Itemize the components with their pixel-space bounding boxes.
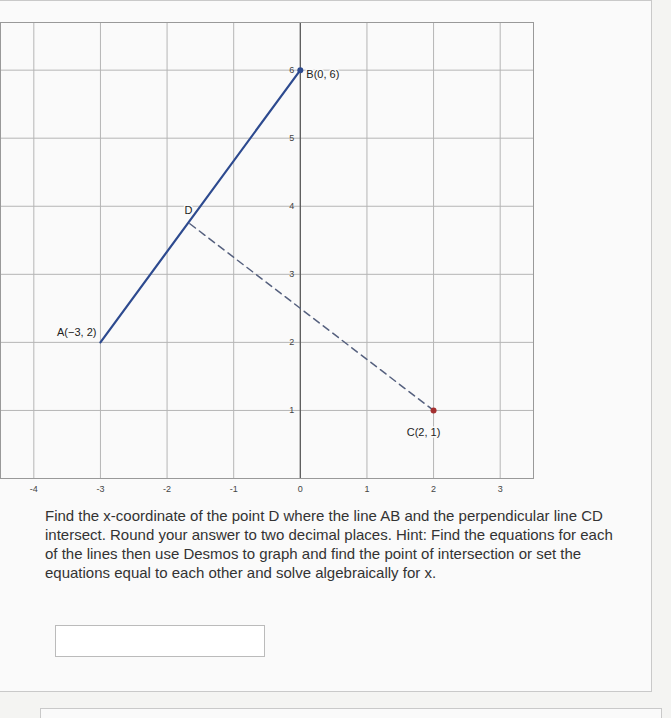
svg-text:B(0, 6): B(0, 6) <box>306 68 339 80</box>
svg-text:D: D <box>184 204 192 216</box>
svg-text:A(−3, 2): A(−3, 2) <box>57 326 96 338</box>
svg-text:-3: -3 <box>96 484 104 494</box>
svg-text:3: 3 <box>289 269 294 279</box>
svg-text:C(2, 1): C(2, 1) <box>407 426 441 438</box>
svg-text:-4: -4 <box>30 484 38 494</box>
svg-text:1: 1 <box>289 405 294 415</box>
svg-text:-1: -1 <box>230 484 238 494</box>
svg-text:4: 4 <box>289 201 294 211</box>
svg-text:0: 0 <box>298 484 303 494</box>
html-text:Find the x-coordinate of the p: Find the x-coordinate of the point D whe… <box>45 507 613 581</box>
svg-text:3: 3 <box>498 484 503 494</box>
svg-text:2: 2 <box>431 484 436 494</box>
svg-text:5: 5 <box>289 133 294 143</box>
svg-text:6: 6 <box>289 65 294 75</box>
svg-text:2: 2 <box>289 337 294 347</box>
svg-text:1: 1 <box>364 484 369 494</box>
svg-text:-2: -2 <box>163 484 171 494</box>
